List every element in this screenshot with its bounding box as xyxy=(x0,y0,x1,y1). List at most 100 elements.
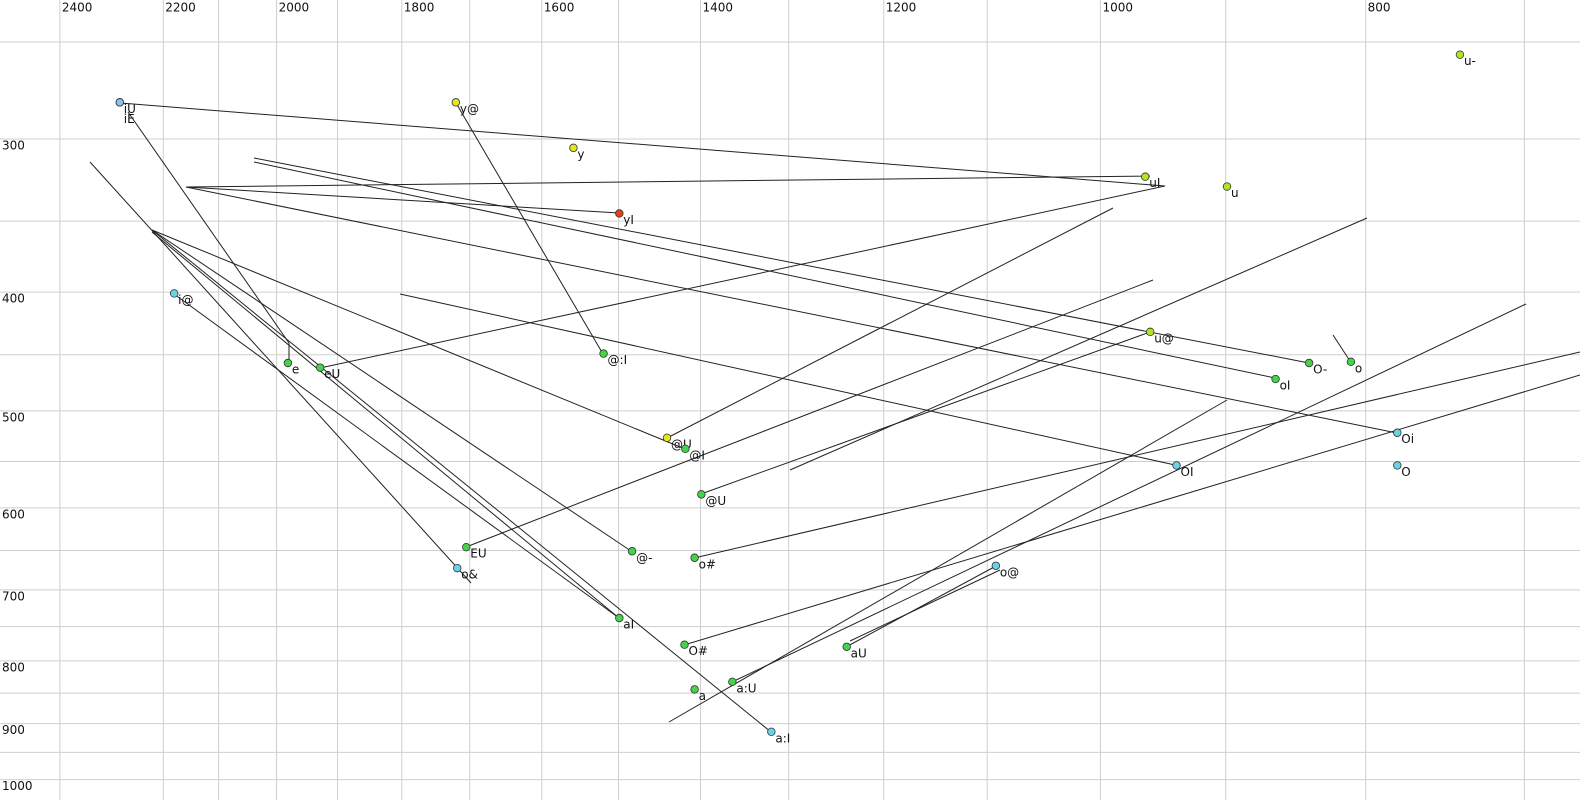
point xyxy=(1393,461,1402,470)
point-label: O xyxy=(1401,465,1410,479)
trajectories xyxy=(89,102,1580,733)
trajectory xyxy=(700,331,1151,495)
point xyxy=(169,289,179,298)
point-label: aU xyxy=(851,646,867,660)
point-label: aI xyxy=(623,617,634,631)
y-tick-label: 900 xyxy=(2,723,25,737)
trajectory xyxy=(151,231,620,619)
trajectory xyxy=(173,293,620,619)
trajectory xyxy=(253,161,1276,379)
point-label: @U xyxy=(705,494,726,508)
y-tick-label: 500 xyxy=(2,410,25,424)
trajectory xyxy=(89,161,472,584)
point-label: o@ xyxy=(1000,565,1019,579)
point xyxy=(842,642,851,651)
point xyxy=(615,613,624,623)
point xyxy=(690,553,699,562)
point-label: u- xyxy=(1464,54,1476,68)
trajectory xyxy=(119,102,1166,187)
trajectory xyxy=(185,186,1398,434)
point xyxy=(283,358,293,368)
trajectory xyxy=(185,186,620,214)
point-label: EU xyxy=(470,547,486,561)
point xyxy=(599,349,608,358)
point xyxy=(662,433,672,443)
point-label: y xyxy=(577,147,584,161)
point-label: @- xyxy=(636,551,652,565)
point xyxy=(1146,327,1155,337)
point xyxy=(315,363,325,372)
point-label: e xyxy=(292,363,299,377)
point-label: o# xyxy=(699,557,716,571)
point xyxy=(767,727,776,736)
point xyxy=(697,490,706,499)
trajectory xyxy=(185,175,1151,188)
point-label: iE xyxy=(124,112,135,126)
trajectory xyxy=(666,207,1114,439)
point xyxy=(453,563,462,573)
trajectory xyxy=(399,293,1176,466)
trajectory xyxy=(465,279,1154,548)
point xyxy=(1141,172,1150,181)
point xyxy=(991,561,1001,570)
point xyxy=(569,143,578,153)
y-tick-label: 800 xyxy=(2,660,25,674)
trajectory xyxy=(455,102,604,355)
point xyxy=(462,542,471,552)
point xyxy=(681,444,690,454)
point-label: a xyxy=(699,689,706,703)
trajectory xyxy=(1332,334,1351,362)
point xyxy=(615,209,624,218)
trajectory xyxy=(731,303,1527,683)
trajectory xyxy=(253,157,1310,364)
y-tick-label: 300 xyxy=(2,139,25,153)
point xyxy=(1222,182,1232,191)
point-label: o xyxy=(1355,361,1362,375)
point xyxy=(451,98,461,107)
point-label: O# xyxy=(688,644,708,658)
point-label: u xyxy=(1231,186,1239,200)
point xyxy=(115,98,125,107)
trajectory xyxy=(151,229,772,733)
point-label: a:I xyxy=(775,731,790,745)
trajectory xyxy=(151,229,686,450)
point-label: o& xyxy=(461,568,478,582)
y-tick-label: 1000 xyxy=(2,779,33,793)
x-tick-label: 2400 xyxy=(62,1,93,15)
trajectory xyxy=(849,569,1001,642)
point xyxy=(690,685,699,694)
x-tick-label: 2200 xyxy=(165,1,196,15)
x-tick-label: 1800 xyxy=(404,1,435,15)
point-label: y@ xyxy=(460,102,479,116)
point-label: a:U xyxy=(736,681,756,695)
trajectory xyxy=(683,374,1580,646)
point xyxy=(1455,50,1465,59)
y-tick-label: 600 xyxy=(2,507,25,521)
trajectory xyxy=(693,351,1580,559)
point xyxy=(1271,374,1280,384)
point-label: i@ xyxy=(178,293,193,307)
x-tick-label: 1600 xyxy=(544,1,575,15)
trajectory xyxy=(845,565,997,648)
point-label: u@ xyxy=(1154,331,1174,345)
point-label: oI xyxy=(1280,379,1291,393)
point-label: yI xyxy=(623,213,634,227)
point-label: OI xyxy=(1181,465,1194,479)
x-tick-label: 1000 xyxy=(1102,1,1133,15)
point xyxy=(680,640,689,649)
x-tick-label: 1200 xyxy=(886,1,917,15)
trajectory xyxy=(319,185,1166,369)
point xyxy=(1172,461,1181,470)
point-label: @I xyxy=(689,448,705,462)
x-tick-label: 2000 xyxy=(279,1,310,15)
trajectory xyxy=(789,217,1368,471)
trajectory xyxy=(127,111,290,344)
y-tick-label: 700 xyxy=(2,589,25,603)
point xyxy=(1346,357,1356,367)
point xyxy=(1304,358,1314,368)
x-tick-label: 800 xyxy=(1368,1,1391,15)
point xyxy=(1393,428,1402,437)
point-label: O- xyxy=(1313,363,1327,377)
